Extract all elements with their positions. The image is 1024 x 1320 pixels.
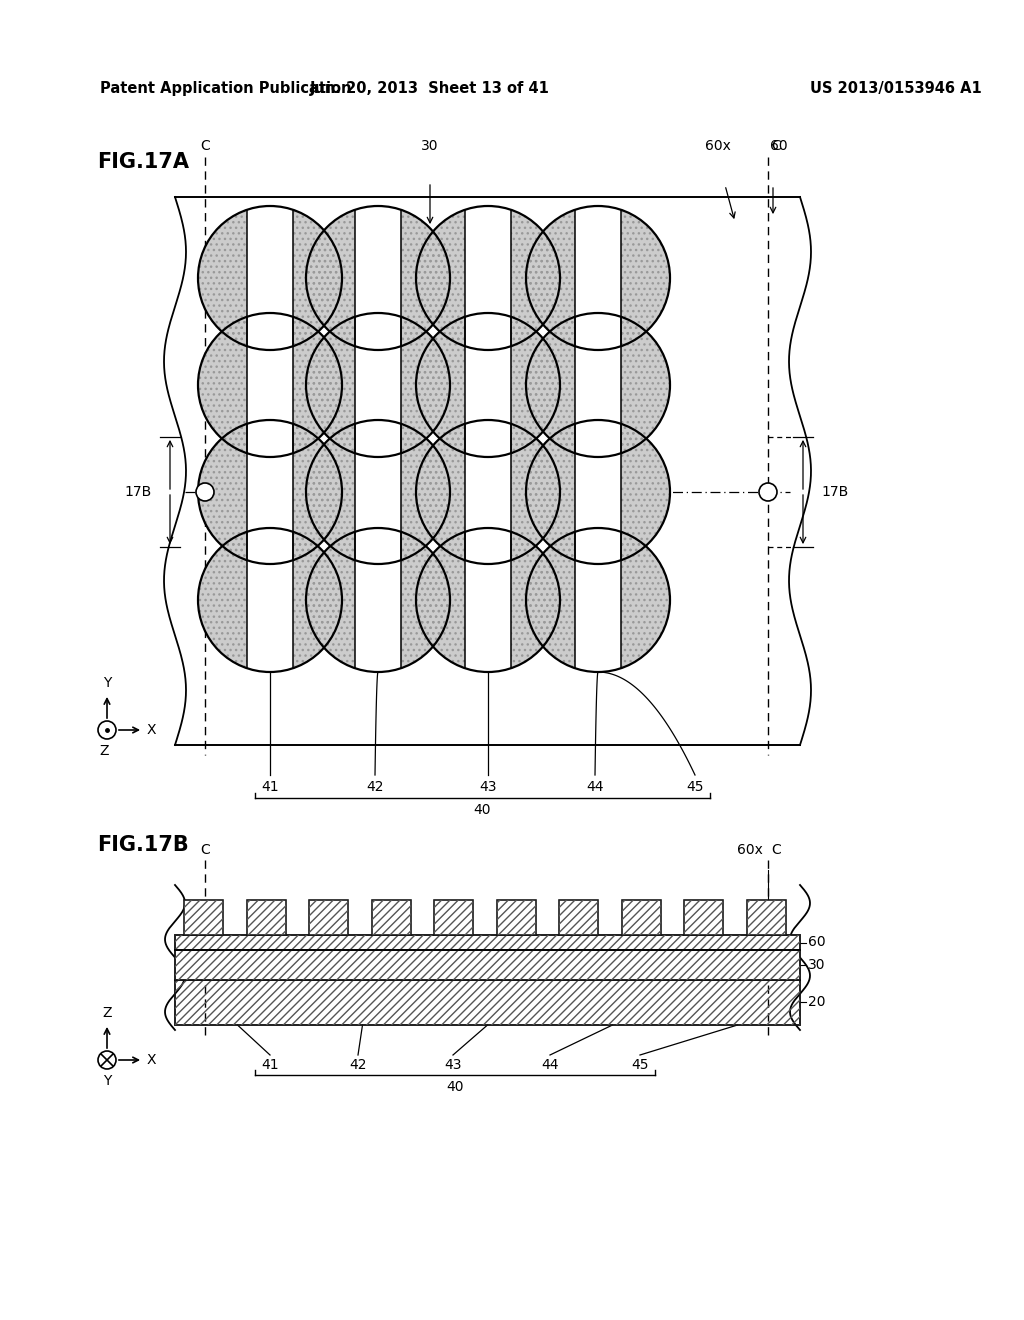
Bar <box>175 935 800 950</box>
Bar <box>372 900 411 935</box>
Bar <box>247 528 293 672</box>
Text: 17B: 17B <box>821 484 848 499</box>
Circle shape <box>526 206 670 350</box>
Circle shape <box>416 206 560 350</box>
Circle shape <box>759 483 777 502</box>
Text: US 2013/0153946 A1: US 2013/0153946 A1 <box>810 81 982 95</box>
Circle shape <box>306 528 450 672</box>
FancyBboxPatch shape <box>309 900 348 935</box>
Circle shape <box>198 420 342 564</box>
Bar <box>247 206 293 350</box>
Text: 43: 43 <box>444 1059 462 1072</box>
Circle shape <box>198 313 342 457</box>
Text: 41: 41 <box>261 1059 279 1072</box>
Text: 40: 40 <box>446 1080 464 1094</box>
Bar <box>746 900 786 935</box>
Circle shape <box>416 313 560 457</box>
Text: Z: Z <box>99 744 109 758</box>
Circle shape <box>198 528 342 672</box>
Bar <box>247 420 293 564</box>
Bar <box>684 900 723 935</box>
Text: FIG.17A: FIG.17A <box>97 152 189 172</box>
Text: Y: Y <box>102 1074 112 1088</box>
Text: 45: 45 <box>686 780 703 795</box>
Circle shape <box>98 721 116 739</box>
Circle shape <box>198 206 342 350</box>
Bar <box>355 313 401 457</box>
Bar <box>355 206 401 350</box>
Circle shape <box>306 420 450 564</box>
Text: 60x: 60x <box>706 139 731 153</box>
Bar <box>465 206 511 350</box>
Text: 30: 30 <box>808 958 825 972</box>
Bar <box>574 313 621 457</box>
Bar <box>184 900 223 935</box>
Bar <box>175 979 800 1026</box>
Text: C: C <box>200 843 210 857</box>
Circle shape <box>196 483 214 502</box>
Text: 60: 60 <box>808 936 825 949</box>
Circle shape <box>526 313 670 457</box>
Text: 45: 45 <box>631 1059 649 1072</box>
Circle shape <box>416 528 560 672</box>
Circle shape <box>306 313 450 457</box>
Bar <box>355 528 401 672</box>
Text: X: X <box>147 723 157 737</box>
Circle shape <box>98 1051 116 1069</box>
Text: 41: 41 <box>261 780 279 795</box>
Circle shape <box>306 206 450 350</box>
Bar <box>497 900 536 935</box>
Circle shape <box>526 528 670 672</box>
Bar <box>465 420 511 564</box>
Bar <box>309 900 348 935</box>
Circle shape <box>416 420 560 564</box>
FancyBboxPatch shape <box>559 900 598 935</box>
Text: 44: 44 <box>542 1059 559 1072</box>
Text: 60: 60 <box>770 139 787 153</box>
Text: 43: 43 <box>479 780 497 795</box>
Text: 44: 44 <box>587 780 604 795</box>
Text: 60x: 60x <box>737 843 763 857</box>
Text: 30: 30 <box>421 139 438 153</box>
Text: 17B: 17B <box>125 484 152 499</box>
Text: 20: 20 <box>808 995 825 1008</box>
Bar <box>574 206 621 350</box>
FancyBboxPatch shape <box>497 900 536 935</box>
Bar <box>434 900 473 935</box>
FancyBboxPatch shape <box>622 900 660 935</box>
Text: C: C <box>771 843 780 857</box>
Bar <box>574 420 621 564</box>
Text: 42: 42 <box>349 1059 367 1072</box>
Bar <box>355 420 401 564</box>
Bar <box>574 528 621 672</box>
Text: C: C <box>771 139 780 153</box>
Bar <box>247 900 286 935</box>
Bar <box>175 935 800 950</box>
Bar <box>465 313 511 457</box>
FancyBboxPatch shape <box>684 900 723 935</box>
Text: C: C <box>200 139 210 153</box>
FancyBboxPatch shape <box>184 900 223 935</box>
Text: Jun. 20, 2013  Sheet 13 of 41: Jun. 20, 2013 Sheet 13 of 41 <box>310 81 550 95</box>
FancyBboxPatch shape <box>434 900 473 935</box>
FancyBboxPatch shape <box>372 900 411 935</box>
Bar <box>465 528 511 672</box>
Bar <box>247 313 293 457</box>
Bar <box>175 950 800 979</box>
Text: Z: Z <box>102 1006 112 1020</box>
FancyBboxPatch shape <box>247 900 286 935</box>
Circle shape <box>526 420 670 564</box>
Text: Patent Application Publication: Patent Application Publication <box>100 81 351 95</box>
Text: FIG.17B: FIG.17B <box>97 836 188 855</box>
Bar <box>559 900 598 935</box>
Text: 42: 42 <box>367 780 384 795</box>
FancyBboxPatch shape <box>746 900 786 935</box>
Bar <box>175 979 800 1026</box>
Bar <box>175 950 800 979</box>
Bar <box>622 900 660 935</box>
Text: Y: Y <box>102 676 112 690</box>
Text: 40: 40 <box>474 803 492 817</box>
Text: X: X <box>147 1053 157 1067</box>
